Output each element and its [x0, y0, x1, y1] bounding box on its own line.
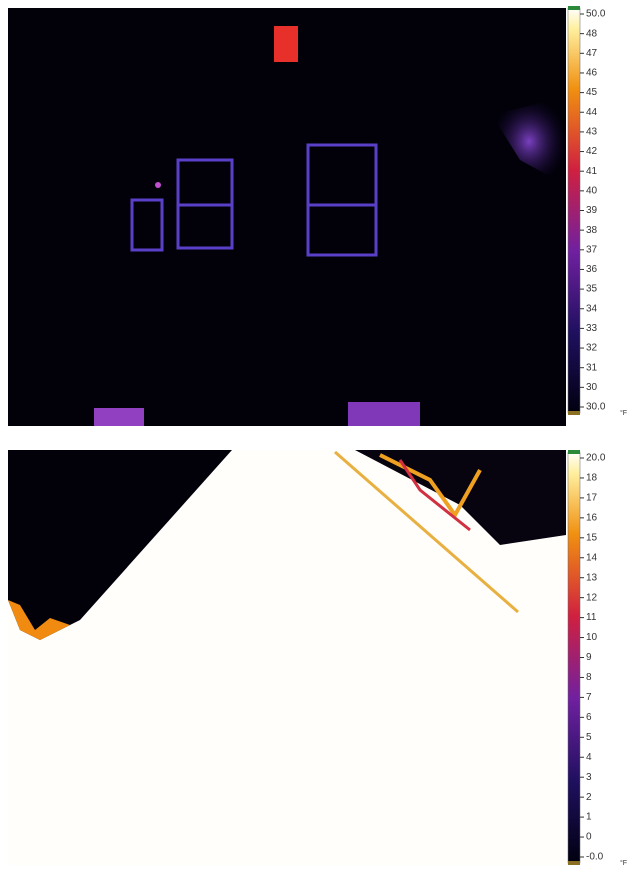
scale-label: 10 [586, 632, 598, 643]
scale-label: 5 [586, 732, 592, 743]
scale-top-cap [568, 6, 580, 10]
scale-unit: °F [620, 859, 627, 867]
scale-label: 38 [586, 225, 598, 236]
scale-label: 20.0 [586, 453, 606, 464]
scale-label: 41 [586, 166, 598, 177]
color-scale-bar [568, 8, 580, 413]
scale-label: 44 [586, 107, 598, 118]
scale-label: 2 [586, 792, 592, 803]
scale-bottom-cap [568, 861, 580, 865]
scale-label: 13 [586, 572, 598, 583]
scale-label: -0.0 [586, 852, 604, 863]
scale-label: 30 [586, 382, 598, 393]
scale-label: 45 [586, 87, 598, 98]
scale-label: 46 [586, 68, 598, 79]
scale-label: 7 [586, 692, 592, 703]
scale-label: 15 [586, 532, 598, 543]
scale-label: 37 [586, 244, 598, 255]
scale-label: 30.0 [586, 402, 606, 413]
scale-label: 43 [586, 127, 598, 138]
scale-label: 33 [586, 323, 598, 334]
scale-label: 36 [586, 264, 598, 275]
scale-label: 8 [586, 672, 592, 683]
scale-label: 35 [586, 284, 598, 295]
scale-unit: °F [620, 409, 627, 417]
color-scale-bar [568, 452, 580, 863]
thermal-image-roof [8, 450, 566, 865]
scale-label: 32 [586, 343, 598, 354]
scale-label: 0 [586, 832, 592, 843]
scale-label: 48 [586, 28, 598, 39]
scale-label: 50.0 [586, 9, 606, 20]
scale-label: 11 [586, 612, 597, 623]
scale-label: 47 [586, 48, 598, 59]
scale-label: 34 [586, 303, 598, 314]
scale-label: 42 [586, 146, 598, 157]
scale-label: 17 [586, 493, 598, 504]
page: 50.0484746454443424140393837363534333231… [0, 0, 635, 873]
scale-label: 18 [586, 473, 598, 484]
scale-label: 40 [586, 185, 598, 196]
scale-label: 14 [586, 552, 598, 563]
scale-label: 31 [586, 362, 598, 373]
scale-label: 3 [586, 772, 592, 783]
scale-top-cap [568, 450, 580, 454]
scale-label: 9 [586, 652, 592, 663]
thermal-image-house [8, 8, 566, 426]
scale-label: 1 [586, 812, 592, 823]
scale-label: 4 [586, 752, 592, 763]
scale-label: 16 [586, 512, 598, 523]
scale-label: 39 [586, 205, 598, 216]
scale-bottom-cap [568, 411, 580, 415]
scale-label: 6 [586, 712, 592, 723]
scale-label: 12 [586, 592, 598, 603]
